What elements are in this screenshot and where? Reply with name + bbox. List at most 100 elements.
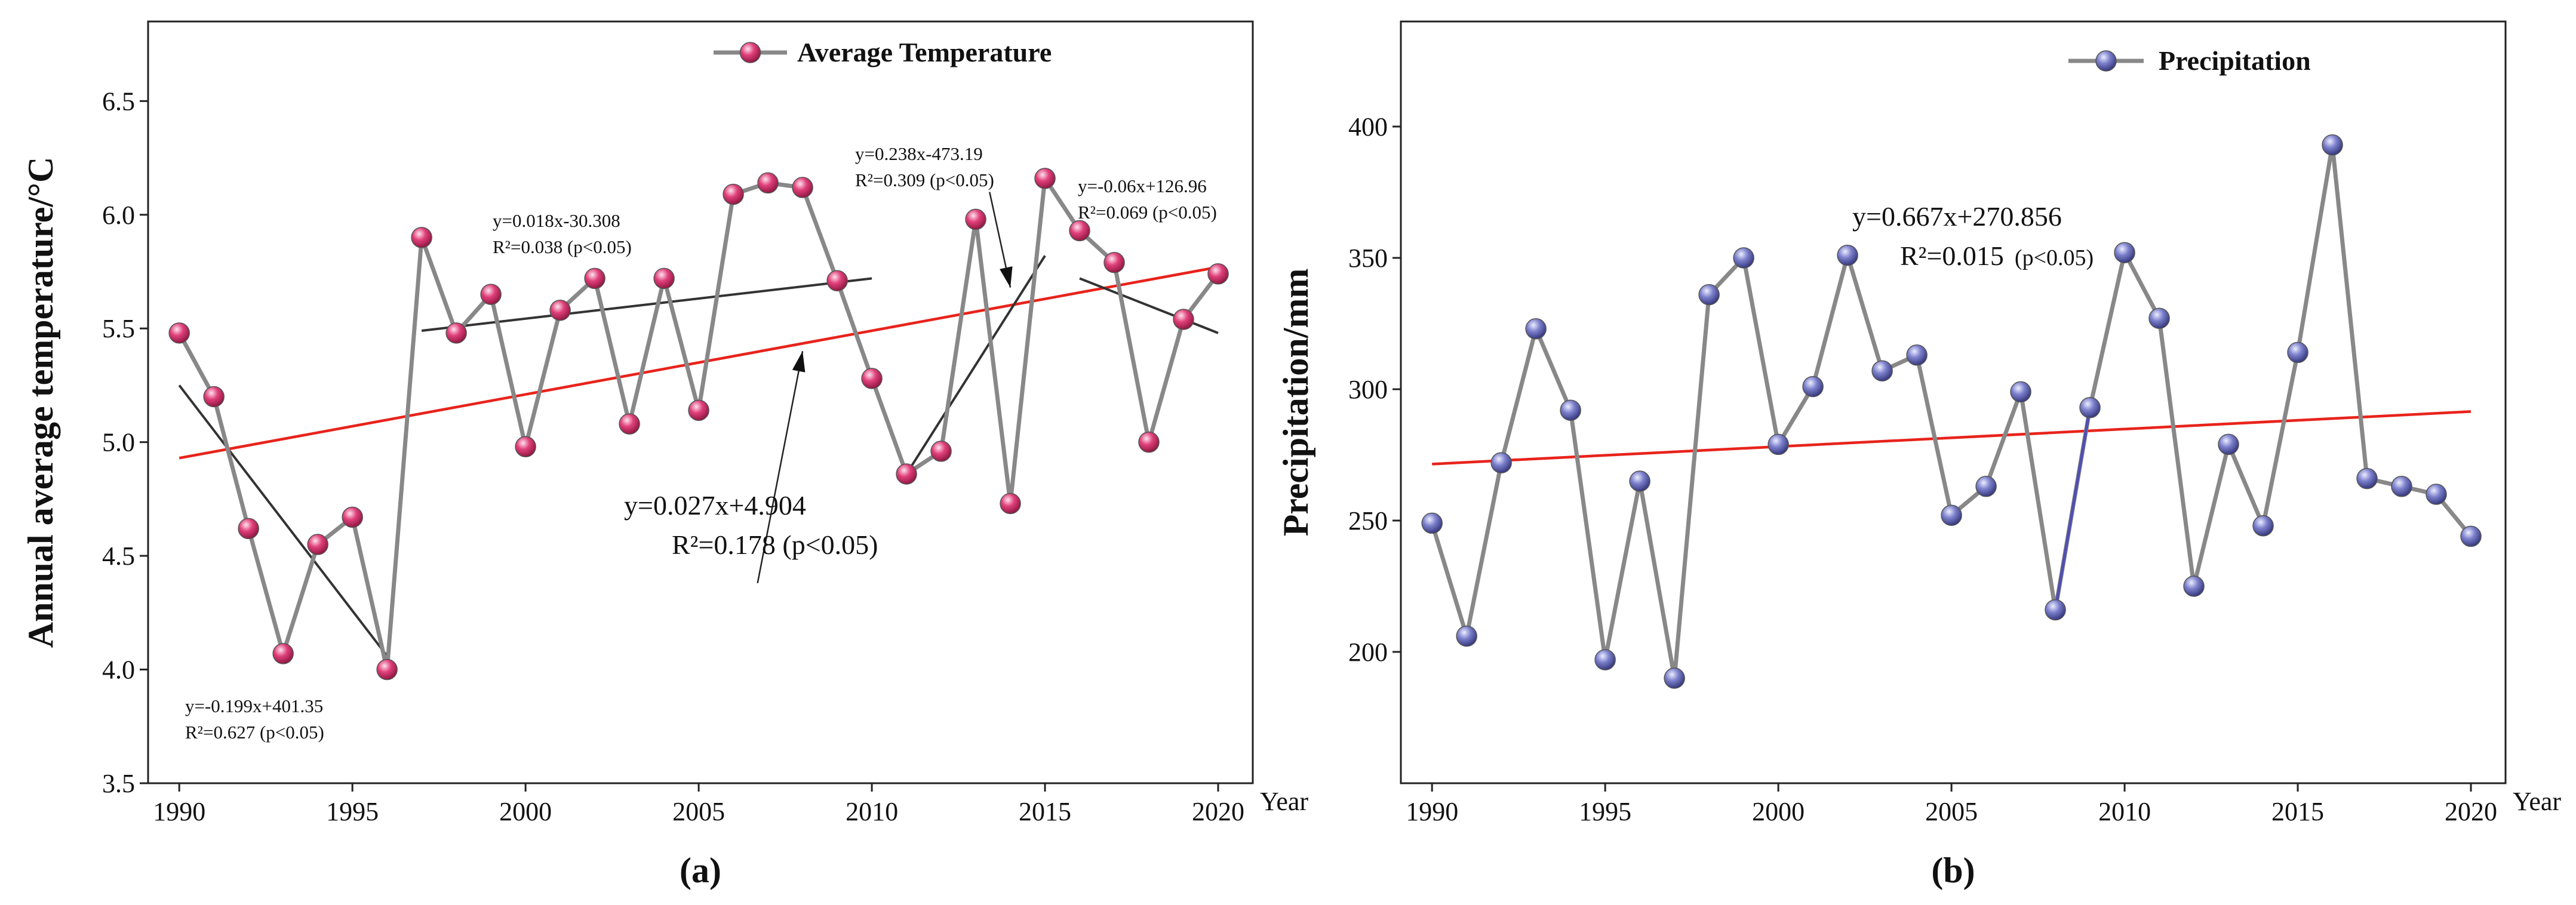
annotation-r2: R²=0.069 (p<0.05): [1078, 202, 1217, 223]
data-point: [376, 658, 398, 681]
y-tick-label: 5.0: [102, 428, 135, 457]
data-point: [1733, 247, 1754, 269]
data-point: [1421, 512, 1443, 534]
series-line: [177, 176, 1220, 672]
data-point: [965, 208, 986, 230]
x-tick-label: 2005: [672, 797, 725, 826]
legend-marker: [739, 42, 761, 63]
data-point: [515, 436, 536, 458]
data-point: [1664, 667, 1685, 689]
data-point: [1871, 360, 1893, 381]
data-point: [2010, 381, 2031, 403]
panel-label: (b): [1931, 851, 1975, 890]
y-axis-label: Annual average temperature/°C: [21, 157, 60, 648]
data-point: [1560, 399, 1581, 421]
annotation-equation: y=0.667x+270.856: [1852, 201, 2062, 232]
data-point: [1173, 309, 1194, 330]
x-tick-label: 1990: [153, 797, 205, 826]
annotation-arrow: [757, 351, 804, 584]
y-tick-label: 250: [1348, 506, 1388, 535]
data-point: [688, 399, 709, 421]
data-point: [930, 441, 952, 462]
plot-frame: [1400, 20, 2507, 784]
data-point: [1138, 431, 1160, 453]
annotation-p-value: (p<0.05): [2015, 245, 2094, 270]
data-point: [1069, 220, 1090, 242]
data-point: [411, 227, 432, 248]
data-point: [549, 299, 571, 321]
y-tick-label: 4.5: [102, 541, 135, 571]
highlight-segment: [2054, 407, 2092, 611]
annotation-r2: R²=0.038 (p<0.05): [493, 236, 632, 257]
data-point: [203, 386, 225, 408]
data-point: [1034, 168, 1056, 189]
data-point: [826, 270, 848, 291]
panel-label: (a): [680, 851, 721, 890]
trend-line-overall: [1432, 410, 2472, 466]
data-point: [480, 284, 502, 305]
x-tick-label: 2000: [499, 797, 552, 826]
x-tick-label: 2010: [2098, 797, 2151, 826]
data-point: [1456, 625, 1477, 647]
data-point: [2426, 484, 2447, 505]
panel-a: 3.5 4.0 4.5 5.0 5.5 6.0 6.5 1990 1995 2000 2005 201…: [21, 20, 1308, 890]
data-point: [342, 506, 363, 528]
legend-label: Precipitation: [2159, 45, 2311, 76]
data-point: [168, 322, 190, 344]
data-point: [1594, 649, 1616, 670]
y-axis-label: Precipitation/mm: [1276, 269, 1315, 537]
data-point: [2322, 134, 2343, 156]
annotation-arrowhead: [792, 351, 806, 373]
x-tick-label: 2000: [1752, 797, 1805, 826]
data-point: [1698, 284, 1720, 306]
data-point: [1906, 344, 1928, 366]
data-point: [272, 643, 294, 664]
x-tick-label: 1995: [326, 797, 379, 826]
data-point: [2045, 599, 2066, 621]
panel-b: 200 250 300 350 400 1990 1995 2000 2005 2010 2015 2…: [1276, 20, 2561, 890]
x-tick-label: 2015: [1019, 797, 1071, 826]
data-point: [1767, 433, 1789, 455]
data-point: [2391, 476, 2412, 497]
data-point: [307, 534, 328, 555]
x-tick-label: 2005: [1925, 797, 1978, 826]
trend-line-1990-1996: [178, 384, 388, 657]
data-point: [584, 267, 605, 290]
annotation-equation: y=0.018x-30.308: [493, 210, 620, 231]
data-point: [2148, 307, 2170, 329]
data-point: [2114, 242, 2135, 263]
data-point: [2287, 341, 2308, 364]
y-tick-label: 3.5: [102, 769, 135, 798]
x-tick-label: 1990: [1406, 797, 1458, 826]
annotation-r2: R²=0.178 (p<0.05): [672, 530, 878, 560]
data-point: [1000, 492, 1021, 515]
data-point: [1941, 504, 1962, 526]
data-point: [1975, 476, 1997, 497]
annotation-r2: R²=0.627 (p<0.05): [185, 722, 324, 743]
legend-marker: [2095, 50, 2117, 72]
annotation-equation: y=0.238x-473.19: [855, 143, 983, 164]
data-point: [792, 177, 813, 198]
x-tick-label: 2020: [1192, 797, 1244, 826]
x-tick-label: 2020: [2445, 797, 2497, 826]
data-point: [2183, 575, 2205, 597]
annotation-equation: y=-0.06x+126.96: [1078, 176, 1207, 196]
annotation-arrowhead: [1000, 266, 1013, 288]
data-point: [723, 183, 744, 205]
y-tick-label: 6.0: [102, 201, 135, 230]
data-point: [1103, 251, 1125, 273]
x-axis-label: Year: [1260, 787, 1308, 816]
data-point: [1525, 318, 1547, 340]
y-tick-label: 6.5: [102, 87, 135, 116]
y-tick-label: 4.0: [102, 655, 135, 685]
data-point: [238, 518, 259, 540]
x-axis-label: Year: [2513, 787, 2561, 816]
data-point: [653, 267, 675, 290]
data-point: [1802, 375, 1824, 398]
annotation-equation: y=-0.199x+401.35: [185, 695, 323, 716]
y-tick-label: 5.5: [102, 314, 135, 343]
legend-label: Average Temperature: [797, 37, 1052, 67]
trend-line-2016-2020: [1079, 277, 1219, 334]
data-point: [2218, 433, 2239, 455]
